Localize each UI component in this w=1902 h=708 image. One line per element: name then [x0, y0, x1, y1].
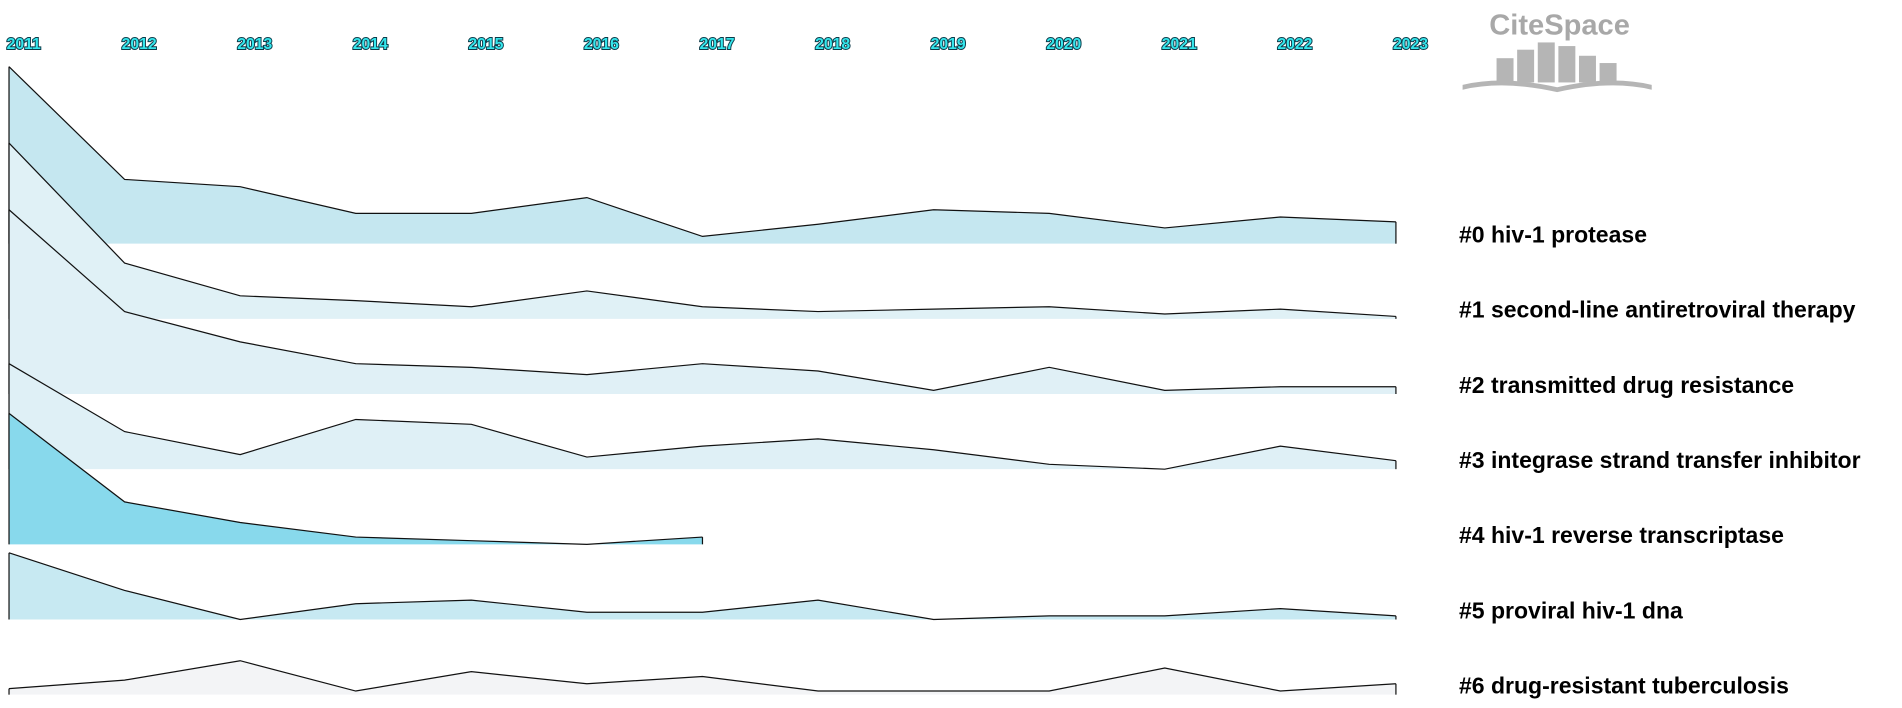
area-fill	[9, 209, 1396, 395]
area-line	[8, 142, 1396, 318]
area-fill	[9, 552, 1396, 620]
area-line	[8, 209, 1396, 391]
x-tick-label: 2022	[1277, 36, 1312, 53]
area-line	[8, 66, 1396, 238]
cluster-label: #6 drug-resistant tuberculosis	[1459, 672, 1789, 698]
cluster-label: #4 hiv-1 reverse transcriptase	[1459, 522, 1784, 548]
x-tick-label: 2012	[122, 36, 157, 53]
x-tick-label: 2018	[815, 36, 850, 53]
area-line	[8, 363, 1397, 470]
cluster-label: #2 transmitted drug resistance	[1459, 372, 1794, 398]
x-tick-label: 2019	[931, 36, 966, 53]
logo-text: CiteSpace	[1489, 9, 1630, 41]
x-tick-label: 2015	[468, 36, 503, 53]
area-fill	[9, 143, 1396, 319]
area-fill	[9, 660, 1396, 695]
x-tick-label: 2016	[584, 36, 619, 53]
cluster-label: #1 second-line antiretroviral therapy	[1459, 297, 1856, 323]
x-tick-label: 2020	[1046, 36, 1081, 53]
area-fill	[9, 413, 703, 545]
x-tick-label: 2014	[353, 36, 388, 53]
area-fill	[9, 363, 1396, 470]
area-line	[8, 412, 703, 545]
cluster-label: #0 hiv-1 protease	[1459, 221, 1647, 247]
cluster-label: #3 integrase strand transfer inhibitor	[1459, 447, 1861, 473]
x-tick-label: 2021	[1162, 36, 1197, 53]
logo-icon	[1462, 42, 1652, 93]
area-fill	[9, 66, 1396, 244]
cluster-label: #5 proviral hiv-1 dna	[1459, 597, 1683, 623]
x-tick-label: 2011	[7, 36, 41, 53]
area-line	[8, 660, 1396, 692]
x-tick-label: 2023	[1393, 36, 1428, 53]
area-line	[8, 552, 1396, 621]
logo: CiteSpace	[1462, 9, 1652, 93]
x-tick-label: 2013	[237, 36, 272, 53]
x-tick-label: 2017	[699, 36, 734, 53]
